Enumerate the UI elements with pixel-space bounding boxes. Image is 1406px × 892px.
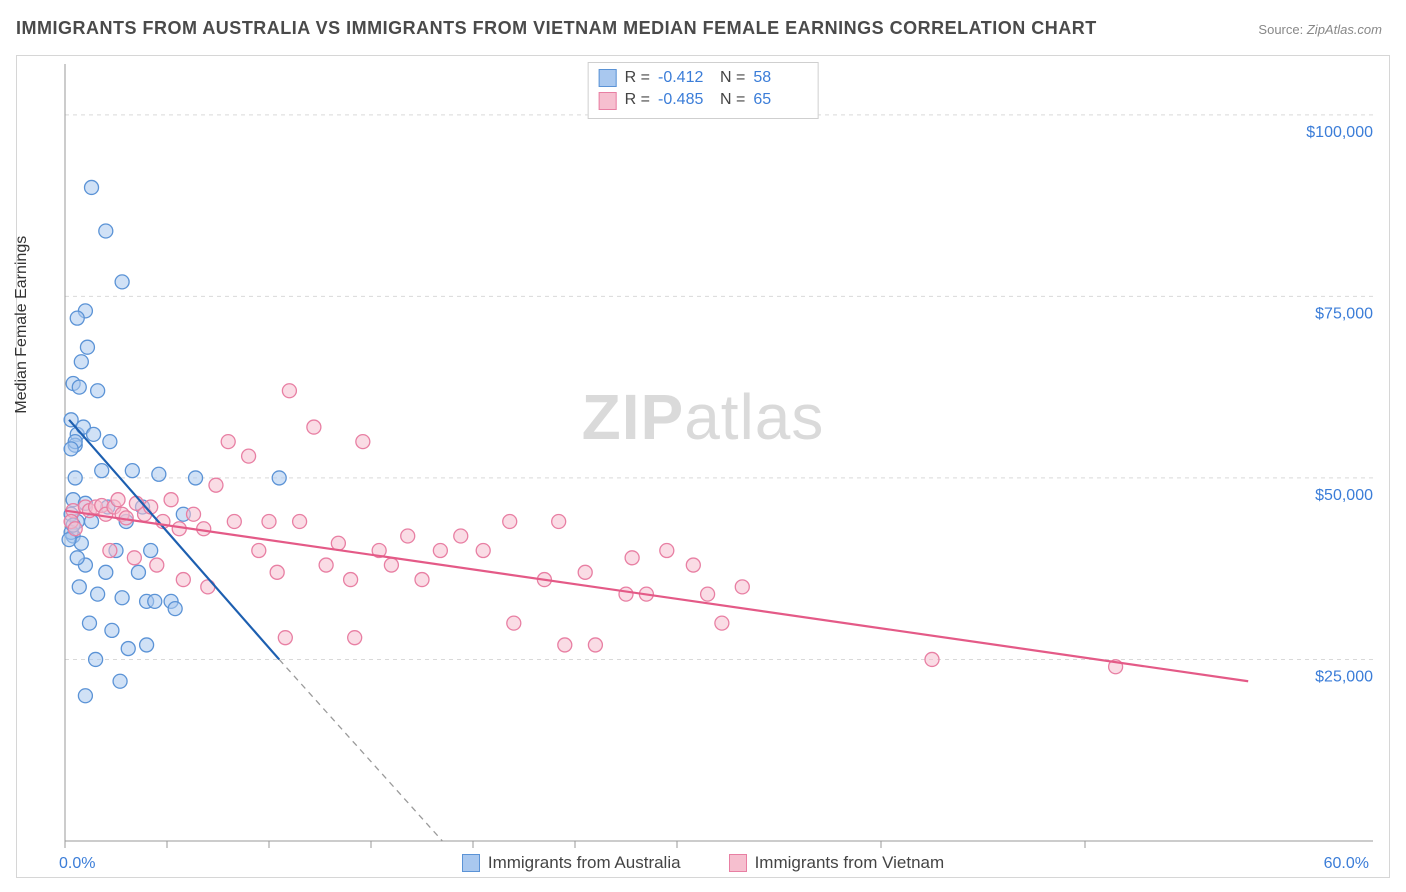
stats-row: R = -0.485 N = 65	[599, 89, 808, 111]
svg-text:$100,000: $100,000	[1306, 124, 1373, 141]
legend-item: Immigrants from Australia	[462, 853, 681, 873]
source-label: Source:	[1258, 22, 1303, 37]
n-value: 58	[753, 67, 807, 89]
legend-label: Immigrants from Australia	[488, 853, 681, 873]
svg-text:$50,000: $50,000	[1315, 487, 1373, 504]
series-swatch-icon	[729, 854, 747, 872]
r-value: -0.412	[658, 67, 712, 89]
correlation-stats-box: R = -0.412 N = 58 R = -0.485 N = 65	[588, 62, 819, 119]
series-swatch-icon	[462, 854, 480, 872]
svg-text:$25,000: $25,000	[1315, 668, 1373, 685]
chart-title: IMMIGRANTS FROM AUSTRALIA VS IMMIGRANTS …	[16, 18, 1097, 39]
stats-row: R = -0.412 N = 58	[599, 67, 808, 89]
series-swatch-icon	[599, 92, 617, 110]
svg-text:$75,000: $75,000	[1315, 305, 1373, 322]
n-value: 65	[753, 89, 807, 111]
source-value: ZipAtlas.com	[1307, 22, 1382, 37]
series-swatch-icon	[599, 69, 617, 87]
source-attribution: Source: ZipAtlas.com	[1258, 22, 1382, 37]
r-label: R =	[625, 89, 650, 111]
chart-area: Median Female Earnings ZIPatlas $25,000$…	[16, 55, 1390, 878]
r-value: -0.485	[658, 89, 712, 111]
n-label: N =	[720, 67, 745, 89]
legend-item: Immigrants from Vietnam	[729, 853, 945, 873]
legend-label: Immigrants from Vietnam	[755, 853, 945, 873]
scatter-plot-svg: $25,000 $50,000 $75,000 $100,000	[17, 56, 1389, 877]
r-label: R =	[625, 67, 650, 89]
n-label: N =	[720, 89, 745, 111]
bottom-legend: Immigrants from Australia Immigrants fro…	[17, 853, 1389, 873]
